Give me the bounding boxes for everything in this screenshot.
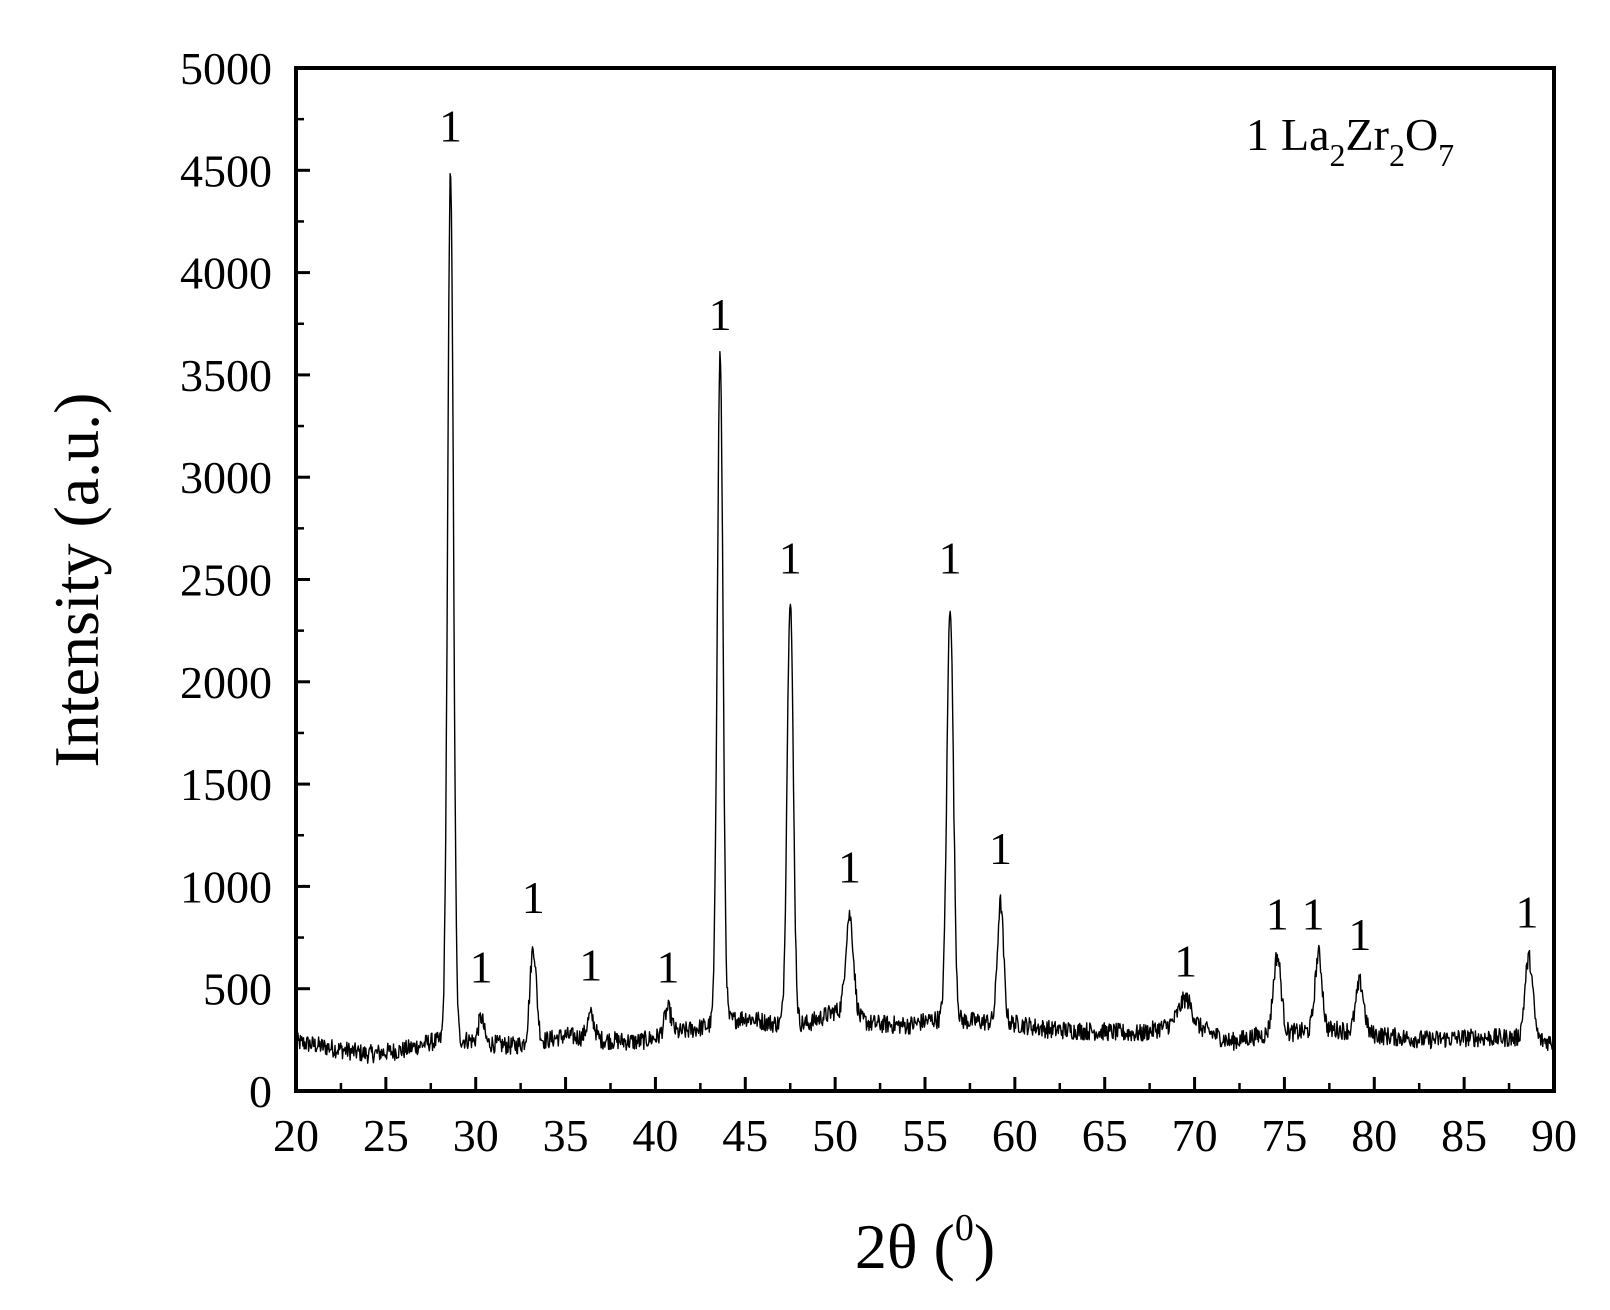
legend-formula-el-2: Zr (1346, 109, 1389, 160)
peak-label: 1 (1266, 888, 1289, 939)
y-axis-title: Intensity (a.u.) (41, 393, 112, 768)
peak-label: 1 (939, 532, 962, 583)
x-axis-title-main: 2θ ( (855, 1211, 955, 1282)
x-tick-label: 20 (273, 1110, 319, 1161)
peak-label: 1 (1348, 909, 1371, 960)
peak-label: 1 (709, 289, 732, 340)
x-tick-label: 70 (1172, 1110, 1218, 1161)
y-tick-label: 5000 (180, 43, 272, 94)
y-tick-label: 4000 (180, 248, 272, 299)
x-tick-label: 45 (722, 1110, 768, 1161)
x-tick-label: 90 (1531, 1110, 1577, 1161)
x-tick-label: 40 (632, 1110, 678, 1161)
legend-formula-sub-1: 2 (1330, 137, 1346, 173)
peak-label: 1 (838, 841, 861, 892)
tick-labels: 20 25 30 35 40 45 50 55 60 65 70 75 80 85 900500100015… (180, 43, 1577, 1161)
peak-label: 1 (657, 942, 680, 993)
peak-label: 1 (522, 872, 545, 923)
x-tick-label: 25 (363, 1110, 409, 1161)
legend-formula-el-1: La (1281, 109, 1330, 160)
x-tick-label: 80 (1351, 1110, 1397, 1161)
x-tick-label: 85 (1441, 1110, 1487, 1161)
y-tick-label: 1500 (180, 759, 272, 810)
legend-formula-sub-3: 7 (1438, 137, 1454, 173)
y-tick-label: 500 (203, 964, 272, 1015)
y-tick-label: 2000 (180, 657, 272, 708)
peak-label: 1 (779, 532, 802, 583)
legend-marker: 1 (1246, 109, 1269, 160)
peak-label: 1 (470, 942, 493, 993)
x-tick-label: 75 (1261, 1110, 1307, 1161)
peak-label: 1 (1516, 886, 1539, 937)
y-tick-label: 3000 (180, 452, 272, 503)
x-axis-title-sup: 0 (955, 1207, 974, 1249)
y-tick-label: 2500 (180, 555, 272, 606)
legend-formula-el-3: O (1405, 109, 1438, 160)
peak-label: 1 (1174, 935, 1197, 986)
legend-formula-sub-2: 2 (1389, 137, 1405, 173)
x-tick-label: 35 (543, 1110, 589, 1161)
series-line (296, 173, 1554, 1064)
y-tick-label: 1000 (180, 861, 272, 912)
x-tick-label: 30 (453, 1110, 499, 1161)
x-axis-title-tail: ) (974, 1211, 995, 1282)
peak-label: 1 (579, 940, 602, 991)
peak-label: 1 (989, 823, 1012, 874)
x-tick-label: 60 (992, 1110, 1038, 1161)
y-tick-label: 0 (249, 1066, 272, 1117)
legend-entry: 1 La2Zr2O7 (1246, 109, 1454, 173)
axis-ticks (294, 66, 1556, 1093)
x-tick-label: 50 (812, 1110, 858, 1161)
x-axis-title: 2θ (0) (855, 1207, 995, 1282)
plot-frame (294, 66, 1556, 1093)
peak-label: 1 (439, 101, 462, 152)
x-tick-label: 65 (1082, 1110, 1128, 1161)
x-tick-label: 55 (902, 1110, 948, 1161)
y-tick-label: 3500 (180, 350, 272, 401)
y-tick-label: 4500 (180, 145, 272, 196)
peak-label: 1 (1302, 888, 1325, 939)
